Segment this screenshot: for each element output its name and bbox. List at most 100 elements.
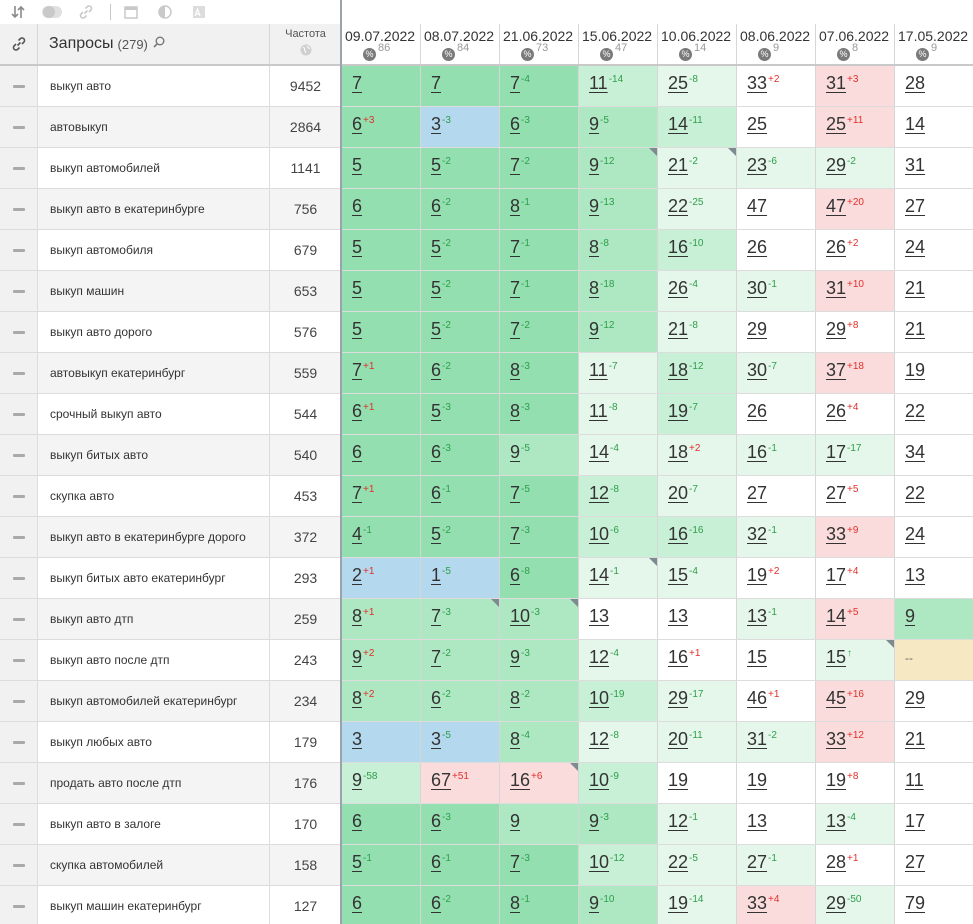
percent-icon[interactable]: % bbox=[363, 48, 376, 61]
position-link[interactable]: 5 bbox=[352, 237, 362, 258]
position-link[interactable]: 7 bbox=[352, 73, 362, 94]
position-link[interactable]: 26 bbox=[747, 237, 767, 258]
query-text[interactable]: автовыкуп bbox=[38, 107, 270, 147]
position-cell[interactable]: 8-2 bbox=[500, 681, 579, 721]
position-link[interactable]: 6+1 bbox=[352, 401, 374, 422]
position-cell[interactable]: 6-2 bbox=[421, 681, 500, 721]
position-cell[interactable]: 11-14 bbox=[579, 66, 658, 106]
position-cell[interactable]: 6-2 bbox=[421, 353, 500, 393]
remove-button[interactable] bbox=[0, 66, 38, 106]
position-cell[interactable]: 16-10 bbox=[658, 230, 737, 270]
date-column-header[interactable]: 08.07.2022% 84 bbox=[421, 24, 500, 64]
position-cell[interactable]: 7-3 bbox=[500, 845, 579, 885]
position-link[interactable]: 19-14 bbox=[668, 893, 703, 914]
position-link[interactable]: 27+5 bbox=[826, 483, 858, 504]
position-cell[interactable]: 33+4 bbox=[737, 886, 816, 924]
position-link[interactable]: 25 bbox=[747, 114, 767, 135]
position-link[interactable]: 5 bbox=[352, 319, 362, 340]
position-cell[interactable]: 9-13 bbox=[579, 189, 658, 229]
position-cell[interactable]: 19 bbox=[895, 353, 973, 393]
position-link[interactable]: 7-1 bbox=[510, 237, 530, 258]
percent-icon[interactable]: % bbox=[600, 48, 613, 61]
position-cell[interactable]: 5-3 bbox=[421, 394, 500, 434]
position-link[interactable]: 27-1 bbox=[747, 852, 777, 873]
position-cell[interactable]: 26+2 bbox=[816, 230, 895, 270]
position-cell[interactable]: 8-8 bbox=[579, 230, 658, 270]
position-cell[interactable]: 24 bbox=[895, 230, 973, 270]
position-link[interactable]: 1-5 bbox=[431, 565, 451, 586]
position-cell[interactable]: 31-2 bbox=[737, 722, 816, 762]
position-cell[interactable]: 3-3 bbox=[421, 107, 500, 147]
position-link[interactable]: 24 bbox=[905, 524, 925, 545]
position-link[interactable]: 5-2 bbox=[431, 237, 451, 258]
position-link[interactable]: 28 bbox=[905, 73, 925, 94]
position-link[interactable]: 7-2 bbox=[510, 155, 530, 176]
position-cell[interactable]: 10-3 bbox=[500, 599, 579, 639]
position-link[interactable]: 11-7 bbox=[589, 360, 618, 381]
position-cell[interactable]: 27 bbox=[895, 189, 973, 229]
position-cell[interactable]: 29+8 bbox=[816, 312, 895, 352]
position-link[interactable]: 28+1 bbox=[826, 852, 858, 873]
position-link[interactable]: 20-7 bbox=[668, 483, 698, 504]
position-link[interactable]: 3-3 bbox=[431, 114, 451, 135]
position-link[interactable]: 9-12 bbox=[589, 319, 614, 340]
position-link[interactable]: 8-1 bbox=[510, 196, 530, 217]
position-cell[interactable]: 7-1 bbox=[500, 271, 579, 311]
query-text[interactable]: выкуп любых авто bbox=[38, 722, 270, 762]
position-cell[interactable]: 6-3 bbox=[421, 804, 500, 844]
position-link[interactable]: 14-11 bbox=[668, 114, 703, 135]
position-link[interactable]: 6-2 bbox=[431, 688, 451, 709]
position-cell[interactable]: 14-1 bbox=[579, 558, 658, 598]
position-cell[interactable]: 7-3 bbox=[500, 517, 579, 557]
position-link[interactable]: 21-2 bbox=[668, 155, 698, 176]
remove-button[interactable] bbox=[0, 804, 38, 844]
position-link[interactable]: 31 bbox=[905, 155, 925, 176]
position-link[interactable]: 9-5 bbox=[510, 442, 530, 463]
position-link[interactable]: 6-8 bbox=[510, 565, 530, 586]
position-cell[interactable]: 12-8 bbox=[579, 722, 658, 762]
position-link[interactable]: 13 bbox=[668, 606, 688, 627]
position-cell[interactable]: 32-1 bbox=[737, 517, 816, 557]
position-link[interactable]: 14 bbox=[905, 114, 925, 135]
position-link[interactable]: 5 bbox=[352, 155, 362, 176]
query-text[interactable]: выкуп авто в екатеринбурге дорого bbox=[38, 517, 270, 557]
position-cell[interactable]: 6-8 bbox=[500, 558, 579, 598]
query-text[interactable]: выкуп автомобилей bbox=[38, 148, 270, 188]
position-link[interactable]: 11-14 bbox=[589, 73, 623, 94]
position-cell[interactable]: 29-50 bbox=[816, 886, 895, 924]
position-cell[interactable]: 31+10 bbox=[816, 271, 895, 311]
query-text[interactable]: срочный выкуп авто bbox=[38, 394, 270, 434]
position-link[interactable]: 8-3 bbox=[510, 360, 530, 381]
query-text[interactable]: скупка автомобилей bbox=[38, 845, 270, 885]
position-cell[interactable]: 10-9 bbox=[579, 763, 658, 803]
position-cell[interactable]: 13 bbox=[658, 599, 737, 639]
position-link[interactable]: 16-10 bbox=[668, 237, 703, 258]
position-link[interactable]: 34 bbox=[905, 442, 925, 463]
position-cell[interactable]: 5-2 bbox=[421, 148, 500, 188]
position-cell[interactable]: 20-11 bbox=[658, 722, 737, 762]
position-link[interactable]: 25-8 bbox=[668, 73, 698, 94]
position-cell[interactable]: 15↑ bbox=[816, 640, 895, 680]
position-link[interactable]: 32-1 bbox=[747, 524, 777, 545]
position-cell[interactable]: 8-18 bbox=[579, 271, 658, 311]
contrast-icon[interactable] bbox=[153, 2, 177, 22]
position-cell[interactable]: 29-17 bbox=[658, 681, 737, 721]
position-cell[interactable]: 28 bbox=[895, 66, 973, 106]
position-link[interactable]: 47+20 bbox=[826, 196, 864, 217]
position-link[interactable]: 22 bbox=[905, 401, 925, 422]
query-text[interactable]: выкуп битых авто екатеринбург bbox=[38, 558, 270, 598]
position-cell[interactable]: 27 bbox=[737, 476, 816, 516]
remove-button[interactable] bbox=[0, 640, 38, 680]
date-column-header[interactable]: 07.06.2022% 8 bbox=[816, 24, 895, 64]
position-link[interactable]: 9-3 bbox=[589, 811, 609, 832]
position-cell[interactable]: 3 bbox=[342, 722, 421, 762]
position-link[interactable]: 6+3 bbox=[352, 114, 374, 135]
position-cell[interactable]: 16+1 bbox=[658, 640, 737, 680]
position-cell[interactable]: 33+9 bbox=[816, 517, 895, 557]
position-link[interactable]: 31-2 bbox=[747, 729, 777, 750]
position-cell[interactable]: 25+11 bbox=[816, 107, 895, 147]
position-link[interactable]: 6-3 bbox=[510, 114, 530, 135]
position-cell[interactable]: 27+5 bbox=[816, 476, 895, 516]
query-text[interactable]: выкуп авто после дтп bbox=[38, 640, 270, 680]
position-cell[interactable]: 17+4 bbox=[816, 558, 895, 598]
